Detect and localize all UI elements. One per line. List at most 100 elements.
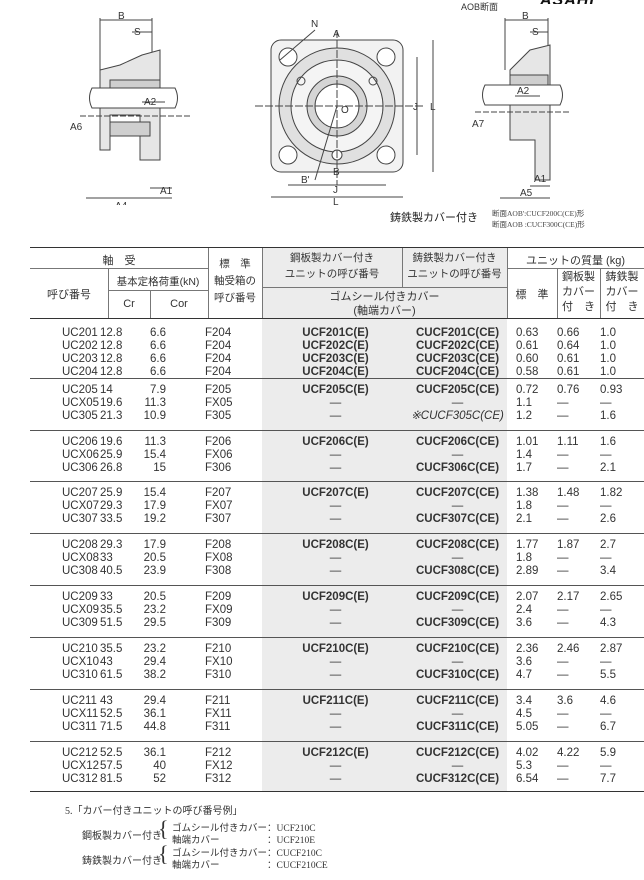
cell-cr: 29.3 [100,500,123,512]
cell-cast-cover-unit: CUCF204C(CE) [415,366,500,378]
cell-cor: 29.5 [143,617,166,629]
cell-cast-cover-unit: — [451,656,464,668]
dim-label-a1: A1 [534,174,547,185]
cell-steel-cover-unit: UCF205C(E) [302,384,369,396]
cell-cor: 36.1 [143,708,166,720]
cell-cr: 25.9 [100,449,123,461]
group-divider [30,533,644,534]
cell-cor: 15 [153,462,166,474]
cell-cor: 44.8 [143,721,166,733]
cell-housing-no: F312 [205,773,232,785]
cell-mass-cast: 1.0 [600,366,616,378]
cell-mass-std: 5.05 [516,721,539,733]
cell-bearing-no: UC204 [62,366,98,378]
cell-cast-cover-unit: — [451,397,464,409]
cell-housing-no: F206 [205,436,232,448]
dim-label-b: B [522,11,529,22]
cell-cr: 57.5 [100,760,123,772]
cell-steel-cover-unit: — [329,500,342,512]
cell-mass-steel: 2.17 [557,591,580,603]
cell-housing-no: F212 [205,747,232,759]
cell-bearing-no: UC211 [62,695,97,707]
cell-housing-no: FX11 [205,708,232,720]
cell-housing-no: F305 [205,410,232,422]
cell-cor: 17.9 [143,500,166,512]
cell-cast-cover-unit: CUCF206C(CE) [415,436,500,448]
cell-cr: 33.5 [100,513,123,525]
cell-bearing-no: UC312 [62,773,98,785]
cell-cast-cover-unit: CUCF207C(CE) [415,487,500,499]
cell-steel-cover-unit: — [329,565,342,577]
cell-bearing-no: UC201 [62,327,98,339]
cell-mass-steel: 4.22 [557,747,580,759]
cell-mass-cast: 1.0 [600,327,616,339]
cell-mass-cast: 4.3 [600,617,616,629]
cell-mass-std: 2.89 [516,565,539,577]
cell-housing-no: F204 [205,366,232,378]
cell-cr: 52.5 [100,708,123,720]
cell-mass-std: 3.4 [516,695,532,707]
cell-bearing-no: UC306 [62,462,98,474]
group-divider [30,741,644,742]
header-rubber-seal: ゴムシール付きカバー (軸端カバー) [329,291,440,317]
cell-mass-cast: 0.93 [600,384,623,396]
group-divider [30,585,644,586]
header-mass-cast: 鋳鉄製 カバー 付 き [605,271,639,313]
section-label-b: B [333,167,340,178]
cell-cor: 7.9 [150,384,166,396]
cell-mass-cast: — [600,708,612,720]
cell-cast-cover-unit: CUCF306C(CE) [415,462,500,474]
cell-housing-no: FX05 [205,397,233,409]
cell-bearing-no: UCX10 [62,656,100,668]
dim-label-a5: A5 [520,188,533,199]
cell-steel-cover-unit: — [329,760,342,772]
brace-icon: { [158,841,169,866]
cell-bearing-no: UC208 [62,539,98,551]
cell-mass-steel: — [557,604,569,616]
cell-housing-no: F205 [205,384,232,396]
cell-cr: 40.5 [100,565,123,577]
cell-cor: 11.3 [144,436,166,448]
cell-bearing-no: UC202 [62,340,98,352]
cell-mass-cast: — [600,760,612,772]
caption-title: 鋳鉄製カバー付き [390,212,478,224]
cell-bearing-no: UCX05 [62,397,100,409]
footnote-steel-item-1: ゴムシール付きカバー：UCF210C [172,824,316,834]
dim-label-n: N [311,19,318,30]
header-housing: 標 準 軸受箱の 呼び番号 [214,258,256,304]
group-divider [30,481,644,482]
cell-cr: 35.5 [100,643,123,655]
cell-cast-cover-unit: — [451,449,464,461]
cell-cast-cover-unit: CUCF312C(CE) [415,773,500,785]
cell-mass-std: 1.7 [516,462,532,474]
cell-mass-steel: 0.61 [557,353,580,365]
cell-bearing-no: UC311 [62,721,97,733]
cell-cor: 6.6 [150,327,166,339]
front-view-drawing: N A O J L B' B J L [255,19,436,205]
cell-steel-cover-unit: — [329,656,342,668]
cell-cor: 29.4 [143,656,166,668]
header-load-rating: 基本定格荷重(kN) [116,276,200,288]
cell-cast-cover-unit: CUCF202C(CE) [415,340,500,352]
group-divider [30,378,644,379]
cell-cor: 40 [153,760,166,772]
cell-mass-cast: 7.7 [600,773,616,785]
cell-mass-std: 2.4 [516,604,532,616]
cell-cor: 15.4 [143,449,166,461]
dim-label-j-vertical: J [413,102,418,113]
cell-cast-cover-unit: CUCF205C(CE) [415,384,500,396]
cell-housing-no: FX06 [205,449,233,461]
cell-cr: 51.5 [100,617,123,629]
cell-steel-cover-unit: UCF207C(E) [302,487,369,499]
footnote-cast-label: 鋳鉄製カバー付き [82,856,162,867]
cell-cor: 38.2 [143,669,166,681]
cell-cr: 12.8 [100,366,123,378]
header-bearing-no: 呼び番号 [47,289,91,301]
cell-mass-cast: 1.0 [600,353,616,365]
cell-mass-steel: — [557,410,569,422]
cell-mass-steel: 3.6 [557,695,573,707]
cell-mass-std: 0.58 [516,366,539,378]
cell-mass-steel: — [557,449,569,461]
dim-label-a2: A2 [144,97,157,108]
cell-cast-cover-unit: CUCF203C(CE) [415,353,500,365]
